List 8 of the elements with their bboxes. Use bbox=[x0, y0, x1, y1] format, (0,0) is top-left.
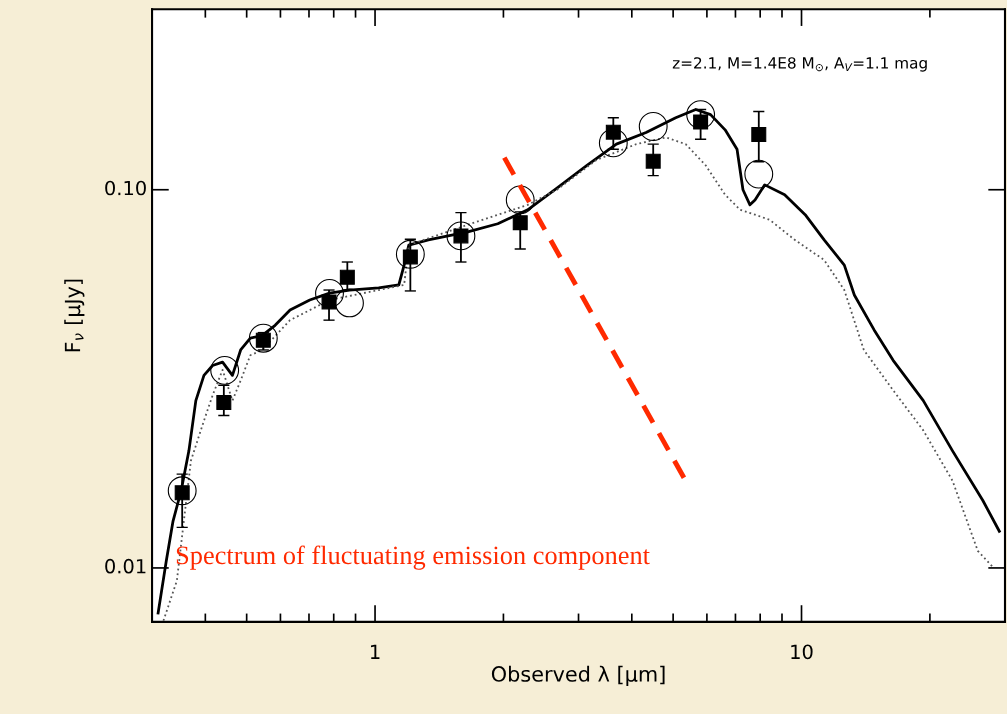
annotation: z=2.1, M=1.4E8 M$_{⊙}$, A$_{V}$=1.1 mag bbox=[672, 57, 927, 72]
x-tick-label: 1 bbox=[371, 644, 380, 659]
y-tick-label: 0.01 bbox=[105, 558, 146, 574]
x-tick-label: 10 bbox=[791, 644, 813, 660]
y-axis-title: F$_{ν}$ [μJy] bbox=[64, 279, 85, 352]
x-axis-title: Observed λ [μm] bbox=[491, 665, 665, 686]
annotation: Spectrum of fluctuating emission component bbox=[176, 545, 650, 570]
y-tick-label: 0.10 bbox=[105, 180, 146, 196]
